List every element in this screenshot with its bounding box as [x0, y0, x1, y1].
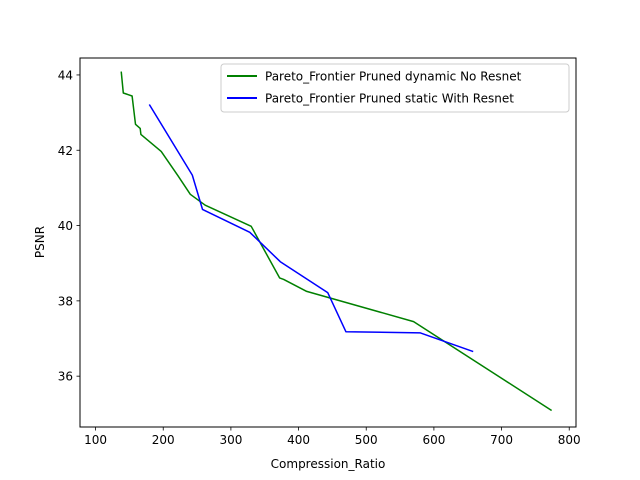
- y-tick-label: 42: [58, 144, 73, 158]
- series-line-0: [120, 71, 553, 412]
- y-tick-label: 36: [58, 370, 73, 384]
- x-tick-label: 200: [152, 433, 175, 447]
- x-tick-label: 400: [287, 433, 310, 447]
- y-tick-label: 40: [58, 219, 73, 233]
- x-axis-ticks: 100 200 300 400 500 600 700 800: [84, 427, 581, 447]
- legend-entry-1: Pareto_Frontier Pruned static With Resne…: [265, 92, 514, 106]
- series-line-1: [148, 104, 474, 353]
- plot-area-frame: [79, 57, 577, 428]
- x-axis-label: Compression_Ratio: [271, 457, 386, 471]
- x-tick-label: 300: [219, 433, 242, 447]
- y-axis-ticks: 36 38 40 42 44: [58, 68, 80, 384]
- x-tick-label: 700: [490, 433, 513, 447]
- legend: Pareto_Frontier Pruned dynamic No Resnet…: [220, 63, 570, 113]
- y-tick-label: 38: [58, 294, 73, 308]
- y-tick-label: 44: [58, 68, 73, 82]
- legend-box: [220, 63, 570, 113]
- x-tick-label: 800: [558, 433, 581, 447]
- x-tick-label: 100: [84, 433, 107, 447]
- y-axis-label: PSNR: [33, 226, 47, 258]
- x-tick-label: 600: [422, 433, 445, 447]
- legend-entry-0: Pareto_Frontier Pruned dynamic No Resnet: [265, 70, 522, 84]
- x-tick-label: 500: [355, 433, 378, 447]
- series-layer: [120, 71, 553, 412]
